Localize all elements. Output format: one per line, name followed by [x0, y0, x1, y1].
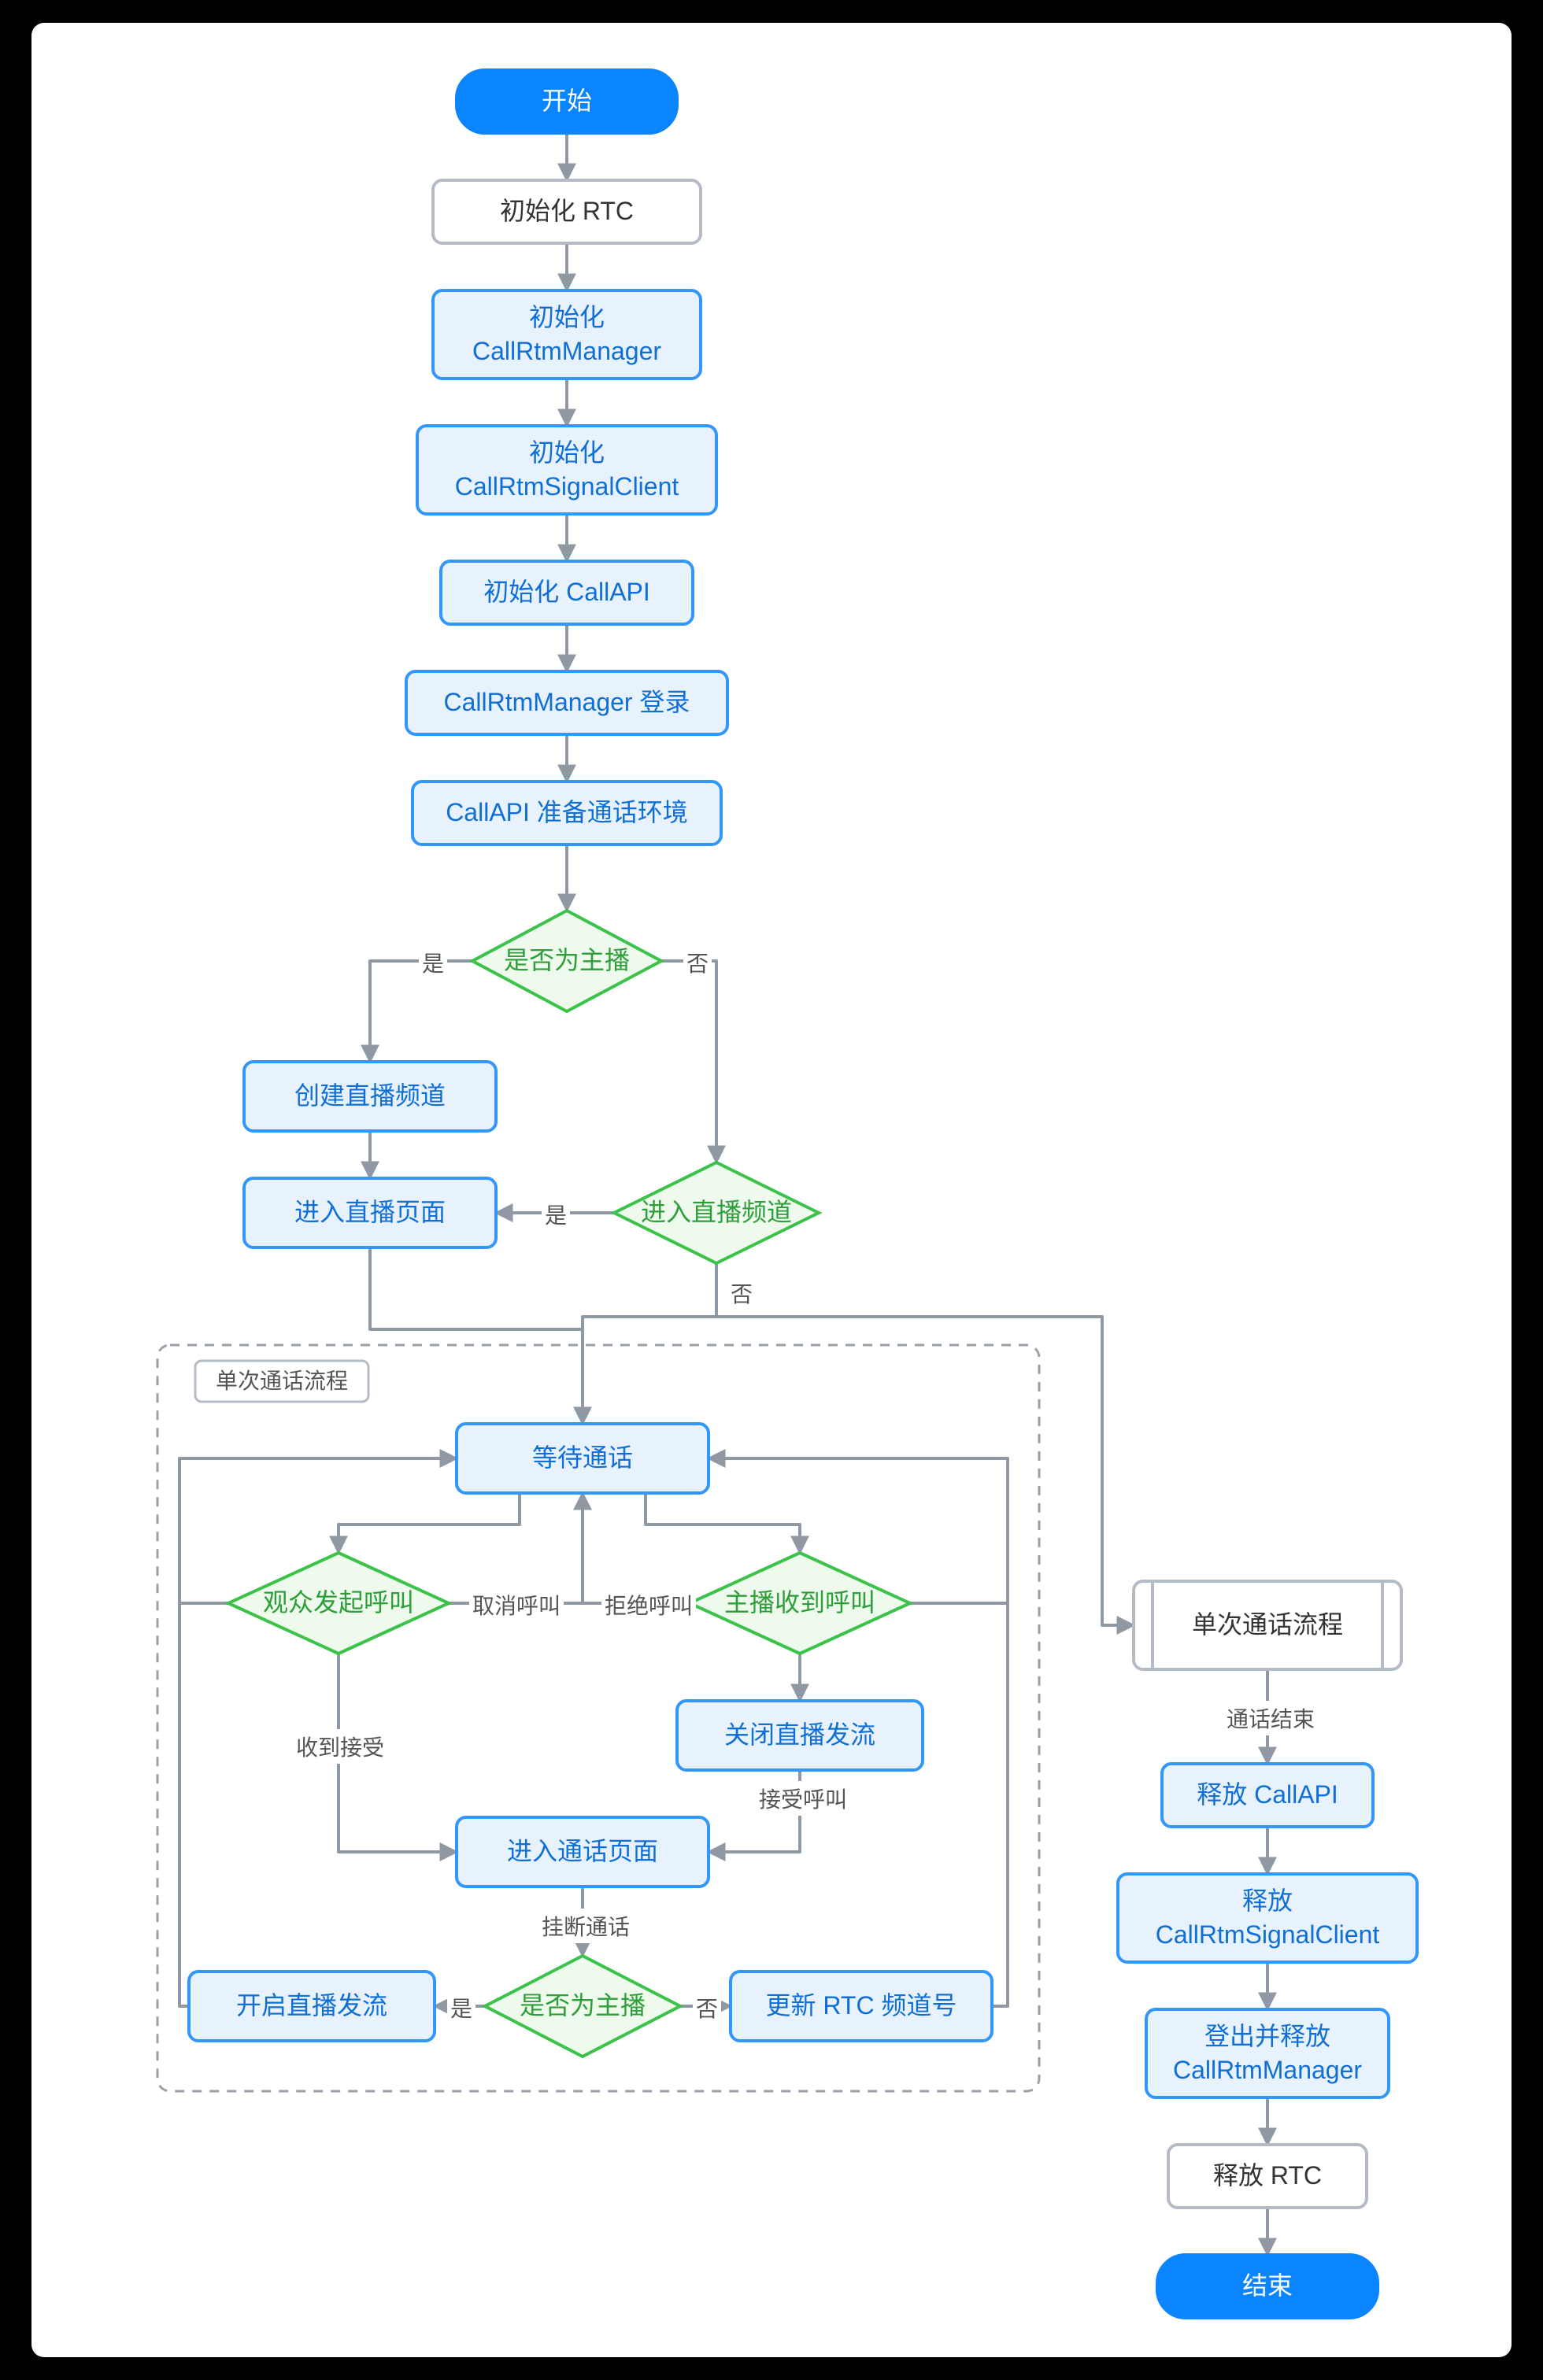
edge	[449, 1493, 583, 1603]
node-relrtc	[1168, 2145, 1367, 2208]
node-login	[406, 671, 727, 734]
node-wait	[457, 1424, 709, 1493]
node-subproc_ref	[1134, 1581, 1401, 1669]
node-enterch	[614, 1162, 819, 1263]
node-initrtc	[433, 180, 701, 243]
edge	[709, 1770, 800, 1852]
node-relmgr	[1146, 2009, 1389, 2097]
edge	[646, 1493, 800, 1553]
node-ishost	[472, 911, 661, 1011]
node-initrtm	[433, 290, 701, 379]
edge	[179, 1458, 457, 2006]
node-initsig	[417, 426, 716, 514]
edge	[370, 1247, 583, 1424]
node-end	[1157, 2255, 1378, 2318]
page: 单次通话流程是否是否通话结束取消呼叫拒绝呼叫收到接受接受呼叫挂断通话是否开始初始…	[0, 0, 1543, 2380]
flowchart-svg	[31, 23, 1512, 2357]
node-openstr	[189, 1972, 435, 2041]
node-prep	[413, 782, 721, 844]
node-initapi	[441, 561, 693, 624]
node-createch	[244, 1062, 496, 1131]
node-hostrcv	[690, 1553, 910, 1654]
flowchart-canvas: 单次通话流程是否是否通话结束取消呼叫拒绝呼叫收到接受接受呼叫挂断通话是否开始初始…	[31, 23, 1512, 2357]
edge	[370, 961, 472, 1062]
node-relapi	[1162, 1764, 1373, 1827]
node-updrtc	[731, 1972, 992, 2041]
node-audcall	[228, 1553, 449, 1654]
node-callpg	[457, 1817, 709, 1887]
edge	[661, 961, 716, 1162]
edge	[339, 1654, 457, 1852]
node-relsig	[1118, 1874, 1417, 1962]
edge	[339, 1493, 520, 1553]
node-closestr	[677, 1701, 923, 1770]
node-start	[457, 70, 677, 133]
node-ishost2	[485, 1956, 680, 2057]
node-enterpg	[244, 1178, 496, 1247]
